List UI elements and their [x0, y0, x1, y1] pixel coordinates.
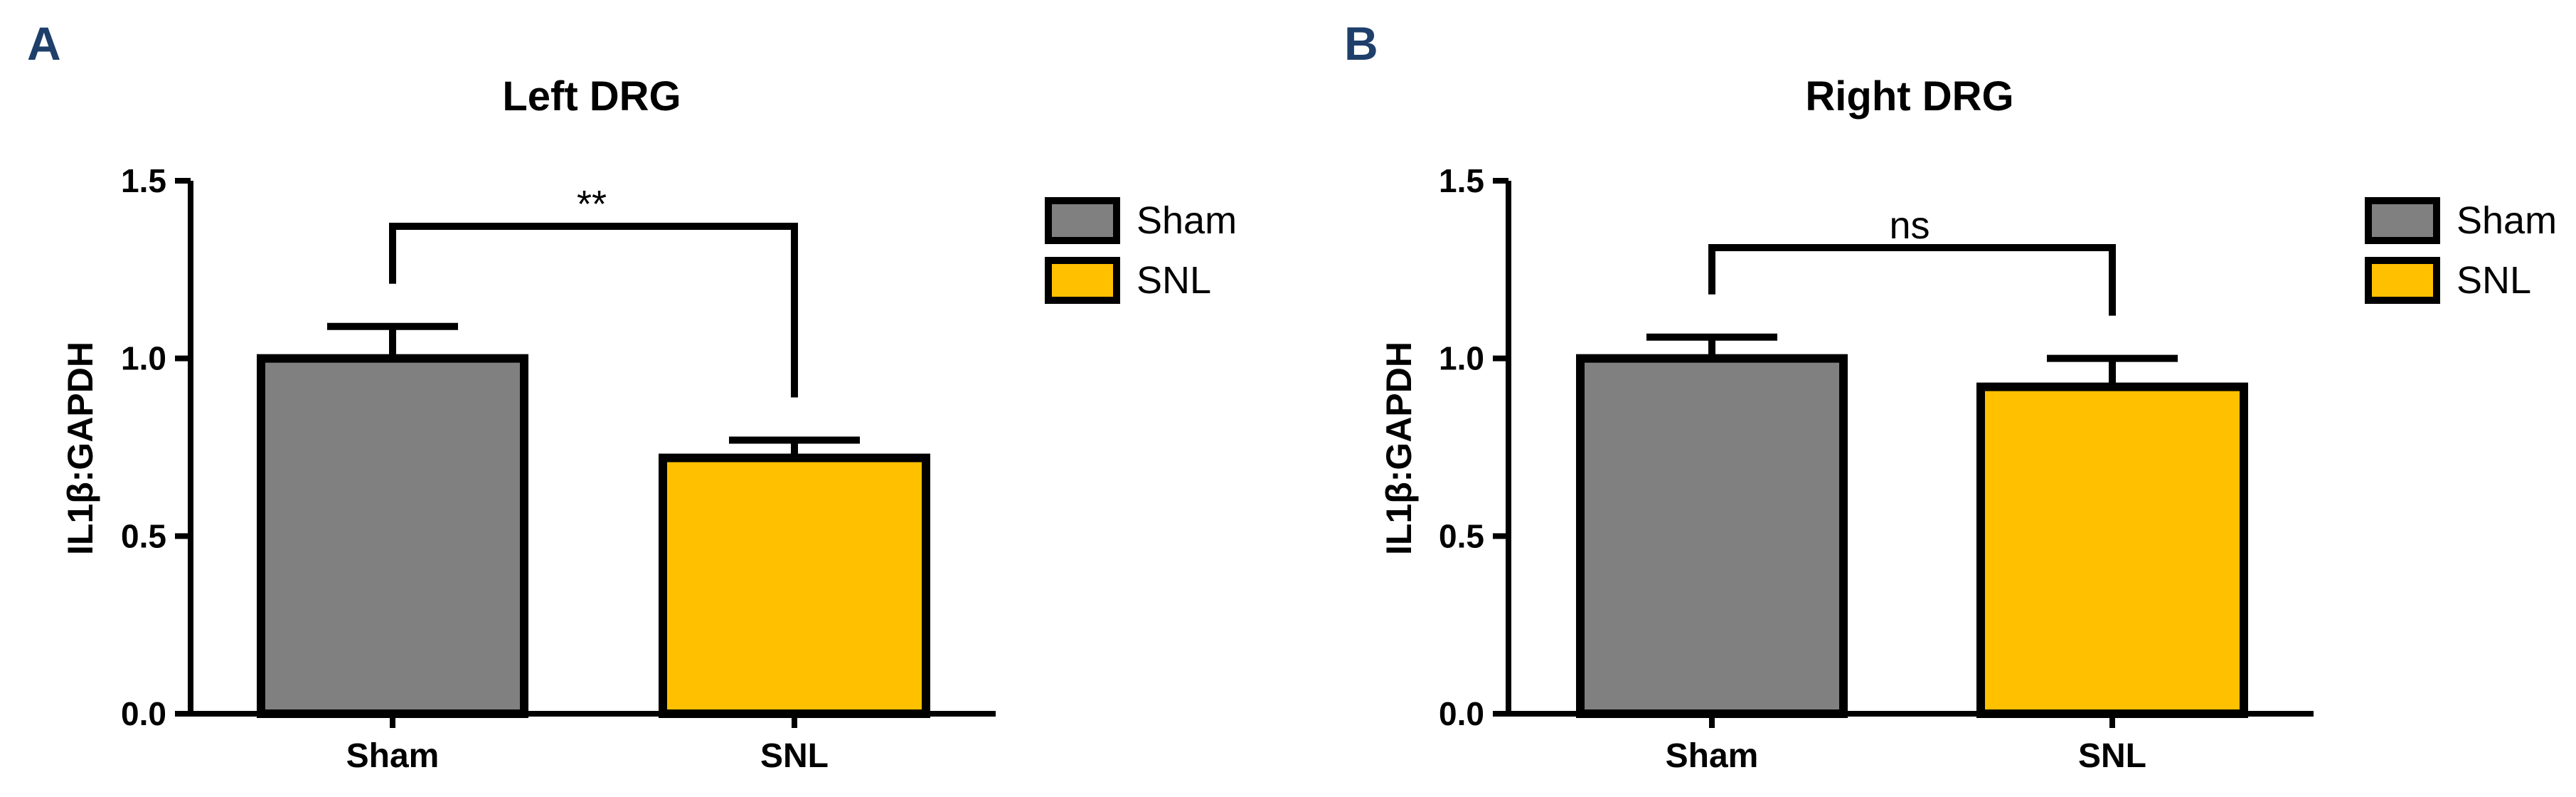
bars [1576, 354, 2248, 718]
x-tick-label: Sham [1666, 737, 1759, 775]
bars [257, 354, 930, 718]
y-axis-label: IL1β:GAPDH [60, 342, 100, 555]
significance-bracket [1708, 244, 2116, 316]
y-ticks: 0.0 0.5 1.0 1.5 [1439, 162, 1508, 732]
legend: Sham SNL [1045, 197, 1237, 304]
x-tick-label: SNL [2078, 737, 2146, 775]
legend-swatch-sham [1045, 197, 1120, 244]
axes [1506, 181, 2314, 717]
legend-swatch-snl [2365, 257, 2440, 304]
bar-snl [1976, 382, 2248, 718]
legend-label-sham: Sham [1137, 199, 1237, 242]
x-ticks: Sham SNL [1666, 714, 2146, 775]
chart-title: Left DRG [502, 73, 681, 120]
axes [188, 181, 996, 717]
legend-swatch-sham [2365, 197, 2440, 244]
y-tick-label: 1.0 [1439, 340, 1484, 377]
significance-label: ns [1889, 204, 1930, 247]
significance-bracket-line [1708, 244, 2116, 316]
x-ticks: Sham SNL [346, 714, 829, 775]
panel-a: A Left DRG IL1β:GAPDH 0.00.51.01.5 Sham S… [27, 17, 1237, 775]
chart-title: Right DRG [1805, 73, 2013, 120]
significance-bracket [389, 223, 798, 398]
y-tick-label: 1.0 [121, 340, 166, 377]
significance-label: ** [577, 183, 607, 226]
error-bars [327, 322, 860, 458]
significance-bracket-line [389, 223, 798, 398]
legend-label-snl: SNL [1137, 259, 1211, 302]
legend-swatch-snl [1045, 257, 1120, 304]
bar-snl [659, 453, 930, 718]
bar-sham [1576, 354, 1848, 718]
legend-label-sham: Sham [2457, 199, 2557, 242]
y-tick-label: 0.0 [1439, 695, 1484, 732]
panel-b: B Right DRG IL1β:GAPDH 0.0 0.5 1.0 1.5 Sham… [1344, 17, 2557, 775]
y-tick-label: 1.5 [1439, 162, 1484, 199]
panel-letter: B [1344, 17, 1378, 70]
y-tick-label: 0.0 [121, 695, 166, 732]
y-tick-label: 0.5 [1439, 517, 1484, 554]
panel-letter: A [27, 17, 61, 70]
y-ticks: 0.0 0.5 1.0 1.5 [121, 162, 191, 732]
x-tick-label: SNL [760, 737, 829, 775]
y-tick-label: 0.5 [121, 517, 166, 554]
bar-sham [257, 354, 528, 718]
y-axis-label: IL1β:GAPDH [1379, 342, 1419, 555]
error-bars [1646, 333, 2178, 387]
y-tick-label: 1.5 [121, 162, 166, 199]
legend: Sham SNL [2365, 197, 2557, 304]
legend-label-snl: SNL [2457, 259, 2531, 302]
x-tick-label: Sham [346, 737, 440, 775]
